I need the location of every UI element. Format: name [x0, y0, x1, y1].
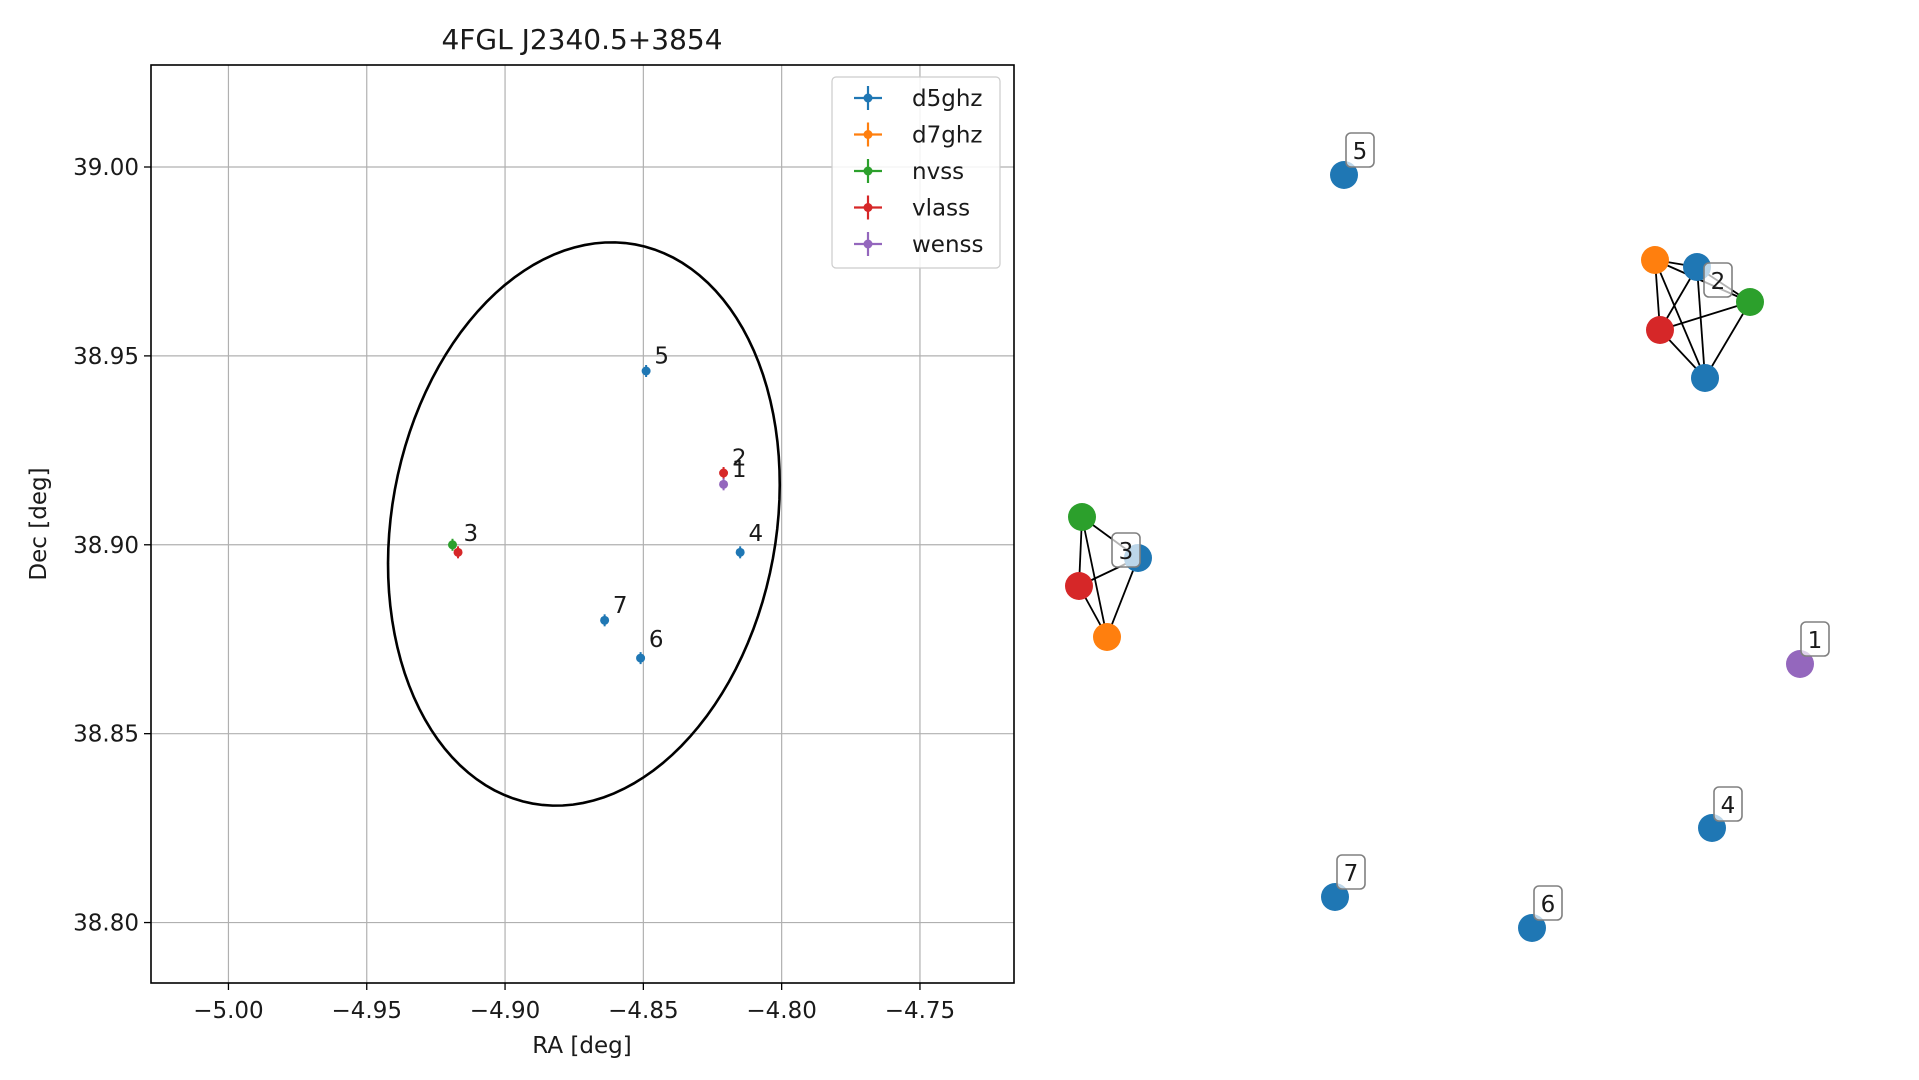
node-label: 5: [1353, 139, 1368, 165]
legend-marker-dot: [863, 239, 873, 249]
point-annotation: 5: [654, 343, 669, 369]
data-point-vlass: [719, 468, 729, 478]
data-point-d5ghz: [600, 615, 610, 625]
network-edge: [1654, 259, 1706, 379]
legend-marker-dot: [863, 203, 873, 212]
y-tick-label: 38.95: [73, 344, 139, 370]
data-point-d5ghz: [636, 653, 646, 663]
y-tick-label: 38.85: [73, 722, 139, 748]
data-point-d5ghz: [641, 366, 651, 376]
legend-label: d7ghz: [912, 123, 982, 149]
node-label-box: [1111, 532, 1141, 568]
network-node-vlass: [1646, 316, 1674, 344]
x-axis-label: RA [deg]: [532, 1033, 631, 1059]
data-point-vlass: [453, 547, 463, 557]
node-label-box: [1713, 786, 1743, 822]
network-nodes: [1065, 161, 1814, 942]
node-label-box: [1703, 262, 1733, 298]
data-point-wenss: [719, 479, 729, 489]
node-label: 7: [1344, 861, 1359, 887]
x-tick-label: −4.85: [608, 998, 678, 1024]
x-tick-label: −4.75: [885, 998, 955, 1024]
y-ticks: 38.80 38.85 38.90 38.95 39.00: [73, 155, 151, 937]
network-node-nvss: [1068, 503, 1096, 531]
network-node-d5ghz: [1330, 161, 1358, 189]
y-axis-label: Dec [deg]: [26, 467, 52, 580]
network-edge: [1106, 557, 1139, 638]
y-tick-label: 39.00: [73, 155, 139, 181]
network-node-d5ghz: [1321, 883, 1349, 911]
legend-marker-dot: [863, 130, 873, 139]
node-label-box: [1336, 854, 1366, 890]
y-tick-label: 38.90: [73, 533, 139, 559]
network-edge: [1704, 301, 1751, 379]
error-ellipse: [386, 241, 782, 807]
data-point-nvss: [447, 540, 457, 550]
point-annotation: 3: [464, 521, 479, 547]
network-edge: [1659, 301, 1751, 331]
network-edge: [1081, 516, 1108, 638]
network-edge: [1696, 266, 1706, 379]
network-node-d5ghz: [1518, 914, 1546, 942]
point-annotation: 4: [748, 521, 763, 547]
network-node-d7ghz: [1641, 246, 1669, 274]
x-tick-label: −4.80: [746, 998, 816, 1024]
data-points: [447, 365, 745, 665]
point-annotation: 6: [649, 627, 664, 653]
point-annotation: 2: [732, 445, 747, 471]
node-label-box: [1345, 132, 1375, 168]
legend-entries: d5ghz d7ghz nvss vlass wenss: [854, 86, 984, 258]
legend-label: wenss: [912, 232, 984, 258]
x-tick-label: −4.95: [332, 998, 402, 1024]
point-annotations: 12 3 4 5 67: [464, 343, 764, 652]
node-label: 3: [1119, 539, 1134, 565]
legend: d5ghz d7ghz nvss vlass wenss: [831, 76, 1001, 269]
node-label: 1: [1808, 628, 1823, 654]
legend-label: d5ghz: [912, 86, 982, 112]
network-edges: [1078, 259, 1751, 638]
network-node-d5ghz: [1691, 364, 1719, 392]
y-tick-label: 38.80: [73, 911, 139, 937]
network-edge: [1654, 259, 1751, 303]
node-label: 4: [1721, 793, 1736, 819]
legend-marker-dot: [863, 166, 873, 176]
node-label-box: [1533, 885, 1563, 921]
legend-label: nvss: [912, 159, 964, 185]
plot-frame: [150, 64, 1015, 984]
network-node-vlass: [1065, 572, 1093, 600]
node-label-box: [1800, 621, 1830, 657]
network-node-d7ghz: [1093, 623, 1121, 651]
node-label: 2: [1711, 269, 1726, 295]
x-tick-label: −4.90: [470, 998, 540, 1024]
legend-label: vlass: [912, 196, 970, 222]
node-label: 6: [1541, 892, 1556, 918]
network-panel: 1 2 3 4 5 6 7: [1065, 132, 1830, 942]
legend-frame: [831, 76, 1001, 269]
point-annotation: 1: [732, 457, 747, 483]
network-labels: 1 2 3 4 5 6 7: [1111, 132, 1830, 921]
scatter-panel: 12 3 4 5 67 −5.00 −4.95 −4.90 −4.85 −4.80 −4.75 3…: [26, 23, 1015, 1059]
point-annotation: 7: [613, 593, 628, 619]
x-ticks: −5.00 −4.95 −4.90 −4.85 −4.80 −4.75: [193, 983, 955, 1024]
legend-marker-dot: [863, 93, 873, 103]
network-node-wenss: [1786, 650, 1814, 678]
chart-title: 4FGL J2340.5+3854: [441, 23, 722, 56]
error-ellipse-layer: [386, 241, 782, 807]
data-point-d5ghz: [735, 547, 745, 557]
network-node-nvss: [1736, 288, 1764, 316]
x-tick-label: −5.00: [193, 998, 263, 1024]
